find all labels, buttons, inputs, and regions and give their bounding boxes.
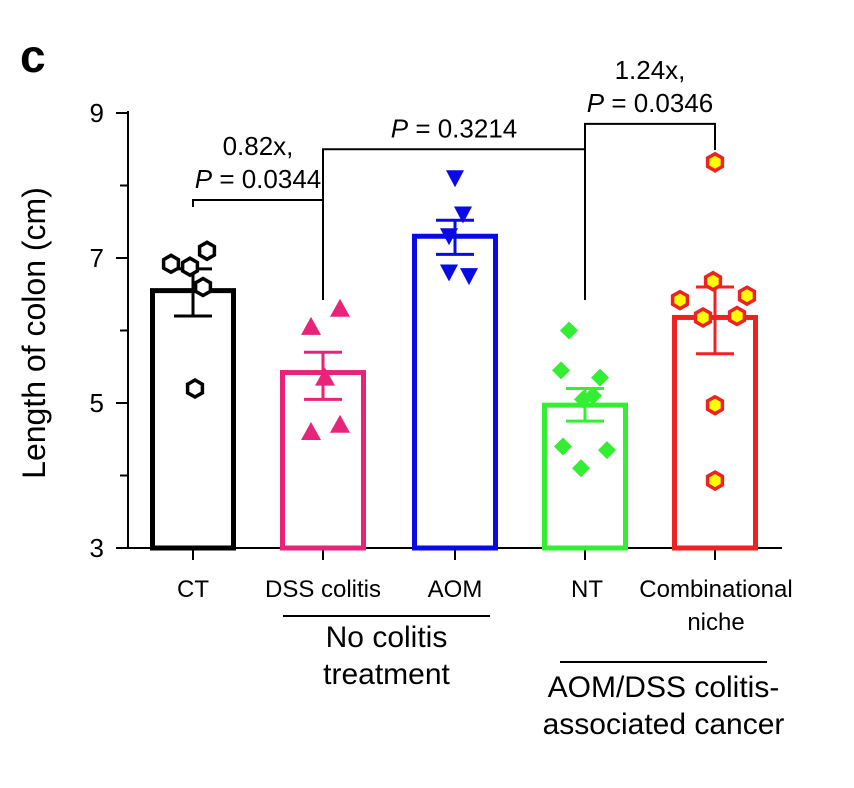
data-point	[705, 470, 725, 492]
data-point	[440, 264, 458, 282]
group-label: AOM/DSS colitis-	[548, 671, 780, 704]
comparison-label: P = 0.3214	[391, 113, 518, 143]
x-tick-label: NT	[571, 576, 603, 603]
x-tick-label: CT	[177, 576, 209, 603]
data-point	[727, 305, 747, 327]
data-point	[185, 377, 205, 400]
data-point	[693, 306, 713, 329]
significance-brackets: 0.82x,P = 0.0344 P = 0.3214 1.24x,P = 0.03…	[192, 55, 716, 300]
data-point	[180, 256, 200, 278]
data-point	[554, 437, 572, 456]
y-tick-label: 9	[90, 98, 104, 128]
data-point	[703, 270, 723, 292]
bars	[150, 233, 758, 551]
data-point	[301, 422, 321, 440]
data-point	[705, 151, 725, 173]
comparison-label: P = 0.0346	[587, 88, 714, 118]
group-label: No colitis	[326, 621, 448, 654]
data-point	[737, 285, 757, 307]
data-point	[560, 321, 578, 340]
data-point	[572, 459, 590, 478]
bar	[542, 402, 628, 551]
y-tick-label: 3	[90, 533, 104, 563]
bar	[412, 233, 498, 551]
x-tick-label: Combinational	[639, 576, 792, 603]
y-tick-label: 7	[90, 243, 104, 273]
x-tick-label: DSS colitis	[265, 576, 381, 603]
data-point	[670, 289, 690, 311]
data-point	[552, 361, 570, 380]
data-point	[454, 206, 472, 224]
data-point	[584, 386, 602, 405]
data-point	[197, 240, 217, 262]
group-label: associated cancer	[543, 708, 785, 741]
data-points	[161, 151, 757, 492]
comparison-label: 0.82x,	[223, 131, 294, 161]
comparison-bracket	[584, 122, 716, 300]
comparison-label: P = 0.0344	[195, 164, 322, 194]
data-point	[460, 268, 478, 286]
data-point	[446, 170, 464, 188]
axes: 3 5 7 9	[90, 98, 782, 563]
error-bars	[174, 218, 734, 423]
data-point	[598, 441, 616, 460]
bar	[150, 288, 236, 551]
data-point	[315, 367, 335, 386]
data-point	[161, 253, 181, 275]
data-point	[330, 414, 350, 433]
x-tick-label: AOM	[428, 576, 483, 603]
group-labels: No colitis treatment AOM/DSS colitis-assoc…	[283, 615, 785, 741]
y-tick-label: 5	[90, 388, 104, 418]
comparison-label: 1.24x,	[615, 55, 686, 85]
data-point	[440, 228, 458, 246]
data-point	[193, 276, 213, 298]
data-point	[301, 316, 321, 335]
panel-label: c	[20, 30, 46, 82]
x-tick-label: niche	[687, 609, 744, 636]
data-point	[591, 368, 609, 387]
data-point	[705, 394, 725, 416]
data-point	[330, 298, 350, 317]
group-label: treatment	[323, 658, 450, 691]
y-axis-label: Length of colon (cm)	[16, 187, 52, 479]
x-axis-labels: CT DSS colitis AOM NT Combinational niche	[177, 576, 793, 636]
